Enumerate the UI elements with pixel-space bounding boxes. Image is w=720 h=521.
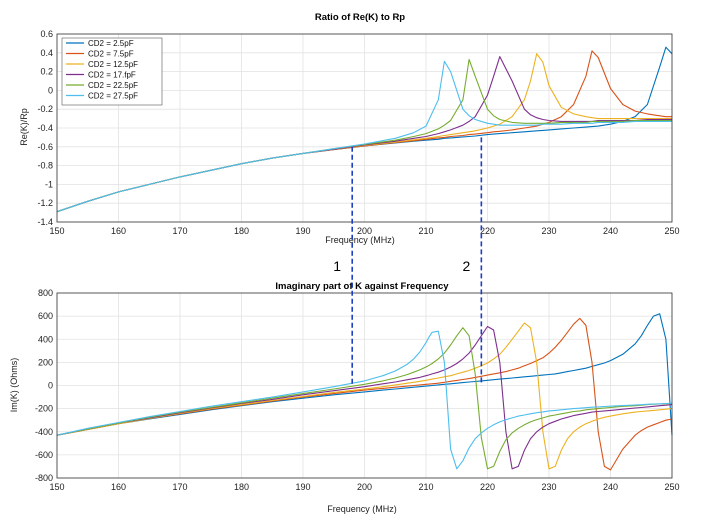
y-tick-label: 0 bbox=[48, 85, 53, 95]
x-tick-label: 200 bbox=[357, 226, 372, 236]
top-plot-frame bbox=[56, 33, 673, 223]
y-tick-label: 0.4 bbox=[40, 48, 53, 58]
bottom-chart-title: Imaginary part of K against Frequency bbox=[275, 281, 449, 292]
bottom-x-axis-label: Frequency (MHz) bbox=[327, 504, 397, 514]
x-tick-label: 190 bbox=[295, 482, 310, 492]
bottom-tick-labels: 150 160 170 180 190 200 210 220 230 240 250 800 600 4… bbox=[35, 288, 680, 492]
y-tick-label: 400 bbox=[38, 334, 53, 344]
y-tick-label: 600 bbox=[38, 311, 53, 321]
y-tick-label: -0.8 bbox=[37, 161, 53, 171]
x-tick-label: 220 bbox=[480, 226, 495, 236]
x-tick-label: 250 bbox=[664, 226, 679, 236]
x-tick-label: 210 bbox=[418, 226, 433, 236]
y-tick-label: -0.6 bbox=[37, 142, 53, 152]
y-tick-label: -400 bbox=[35, 427, 53, 437]
x-tick-label: 150 bbox=[49, 226, 64, 236]
x-tick-label: 200 bbox=[357, 482, 372, 492]
x-tick-label: 180 bbox=[234, 482, 249, 492]
x-tick-label: 240 bbox=[603, 226, 618, 236]
series-line bbox=[56, 313, 673, 436]
x-tick-label: 240 bbox=[603, 482, 618, 492]
x-tick-label: 250 bbox=[664, 482, 679, 492]
x-tick-label: 230 bbox=[541, 226, 556, 236]
y-tick-label: 200 bbox=[38, 357, 53, 367]
x-tick-label: 220 bbox=[480, 482, 495, 492]
x-tick-label: 170 bbox=[172, 482, 187, 492]
y-tick-label: 0.2 bbox=[40, 67, 53, 77]
bottom-plot: Imaginary part of K against Frequency Fr… bbox=[9, 281, 680, 514]
x-tick-label: 190 bbox=[295, 226, 310, 236]
top-plot: Ratio of Re(K) to Rp Frequency (MHz) Re(… bbox=[19, 12, 680, 245]
series-line bbox=[56, 330, 673, 470]
top-x-axis-label: Frequency (MHz) bbox=[325, 235, 395, 245]
top-y-axis-label: Re(K)/Rp bbox=[19, 108, 29, 146]
legend-entry: CD2 = 27.5pF bbox=[88, 92, 138, 101]
x-tick-label: 180 bbox=[234, 226, 249, 236]
x-tick-label: 160 bbox=[111, 482, 126, 492]
series-line bbox=[56, 60, 672, 213]
x-tick-label: 230 bbox=[541, 482, 556, 492]
y-tick-label: -1 bbox=[45, 179, 53, 189]
series-line bbox=[56, 325, 673, 470]
y-tick-label: -200 bbox=[35, 404, 53, 414]
bottom-y-axis-label: Im(K) (Ohms) bbox=[9, 358, 19, 413]
y-tick-label: -0.4 bbox=[37, 123, 53, 133]
series-line bbox=[56, 322, 673, 470]
legend-box bbox=[61, 37, 163, 106]
bottom-series-lines bbox=[56, 313, 673, 471]
y-tick-label: -600 bbox=[35, 450, 53, 460]
top-tick-labels: 150 160 170 180 190 200 210 220 230 240 250 0.6 0.4 0… bbox=[37, 29, 679, 236]
marker-label: 1 bbox=[333, 258, 341, 274]
x-tick-label: 210 bbox=[418, 482, 433, 492]
x-tick-label: 160 bbox=[111, 226, 126, 236]
legend-entry: CD2 = 12.5pF bbox=[88, 60, 138, 69]
legend-entry: CD2 = 2.5pF bbox=[88, 39, 134, 48]
bottom-plot-frame bbox=[56, 292, 673, 479]
legend-entry: CD2 = 17.fpF bbox=[88, 71, 136, 80]
bottom-grid bbox=[56, 292, 673, 479]
y-tick-label: -0.2 bbox=[37, 104, 53, 114]
marker-label: 2 bbox=[462, 258, 470, 274]
y-tick-label: -1.4 bbox=[37, 217, 53, 227]
y-tick-label: -1.2 bbox=[37, 198, 53, 208]
y-tick-label: 800 bbox=[38, 288, 53, 298]
top-chart-title: Ratio of Re(K) to Rp bbox=[315, 12, 405, 23]
series-line bbox=[56, 327, 673, 470]
y-tick-label: 0.6 bbox=[40, 29, 53, 39]
legend-entry: CD2 = 7.5pF bbox=[88, 50, 134, 59]
y-tick-label: -800 bbox=[35, 473, 53, 483]
series-line bbox=[56, 317, 673, 471]
legend-entry: CD2 = 22.5pF bbox=[88, 81, 138, 90]
x-tick-label: 150 bbox=[49, 482, 64, 492]
x-tick-label: 170 bbox=[172, 226, 187, 236]
y-tick-label: 0 bbox=[48, 381, 53, 391]
top-series-lines bbox=[56, 46, 673, 213]
